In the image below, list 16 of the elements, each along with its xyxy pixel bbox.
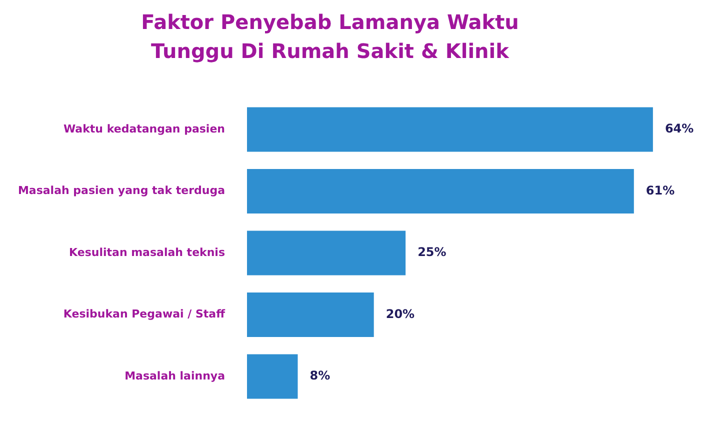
y-tick-label: Kesulitan masalah teknis — [69, 246, 226, 259]
y-tick-label: Kesibukan Pegawai / Staff — [63, 308, 226, 321]
chart-title: Faktor Penyebab Lamanya Waktu Tunggu Di Rumah Sakit & Klinik — [140, 9, 520, 65]
data-label: 64% — [664, 122, 694, 136]
bar — [247, 230, 406, 276]
y-tick-label: Waktu kedatangan pasien — [63, 122, 225, 136]
y-tick-label: Masalah lainnya — [124, 369, 225, 382]
bar — [247, 169, 634, 214]
bar — [247, 354, 298, 399]
data-label: 20% — [386, 306, 415, 321]
data-label: 25% — [418, 245, 446, 260]
bar — [247, 292, 374, 337]
data-label: 8% — [310, 368, 330, 383]
y-tick-label: Masalah pasien yang tak terduga — [18, 184, 225, 198]
data-label: 61% — [646, 183, 675, 198]
bar — [247, 107, 653, 152]
